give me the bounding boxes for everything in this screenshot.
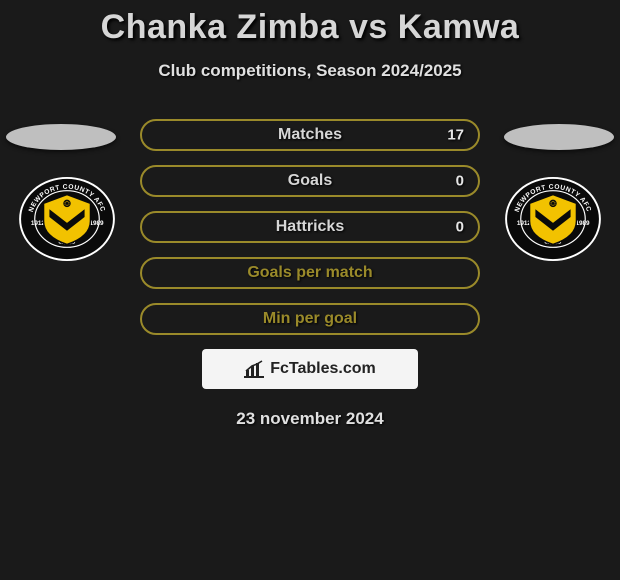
- stat-label: Matches: [278, 126, 342, 144]
- stat-row: Hattricks 0: [140, 211, 480, 243]
- svg-text:1989: 1989: [89, 220, 104, 227]
- club-crest-left: NEWPORT COUNTY AFC 1912 1989 exiles: [18, 176, 116, 262]
- watermark-text: FcTables.com: [270, 360, 376, 378]
- stat-value-right: 0: [456, 219, 464, 236]
- stat-label: Goals per match: [247, 264, 372, 282]
- stat-label: Min per goal: [263, 310, 357, 328]
- stat-row: Min per goal: [140, 303, 480, 335]
- stat-label: Hattricks: [276, 218, 344, 236]
- stat-row: Matches 17: [140, 119, 480, 151]
- stat-row: Goals 0: [140, 165, 480, 197]
- watermark-badge: FcTables.com: [202, 349, 418, 389]
- subtitle: Club competitions, Season 2024/2025: [0, 61, 620, 81]
- stat-value-right: 17: [447, 127, 464, 144]
- stat-row: Goals per match: [140, 257, 480, 289]
- stat-value-right: 0: [456, 173, 464, 190]
- stat-label: Goals: [288, 172, 332, 190]
- player-photo-right: [504, 124, 614, 150]
- club-crest-right: NEWPORT COUNTY AFC 1912 1989 exiles: [504, 176, 602, 262]
- chart-icon: [244, 360, 264, 378]
- date-label: 23 november 2024: [0, 409, 620, 429]
- player-photo-left: [6, 124, 116, 150]
- page-title: Chanka Zimba vs Kamwa: [0, 8, 620, 47]
- svg-text:1989: 1989: [575, 220, 590, 227]
